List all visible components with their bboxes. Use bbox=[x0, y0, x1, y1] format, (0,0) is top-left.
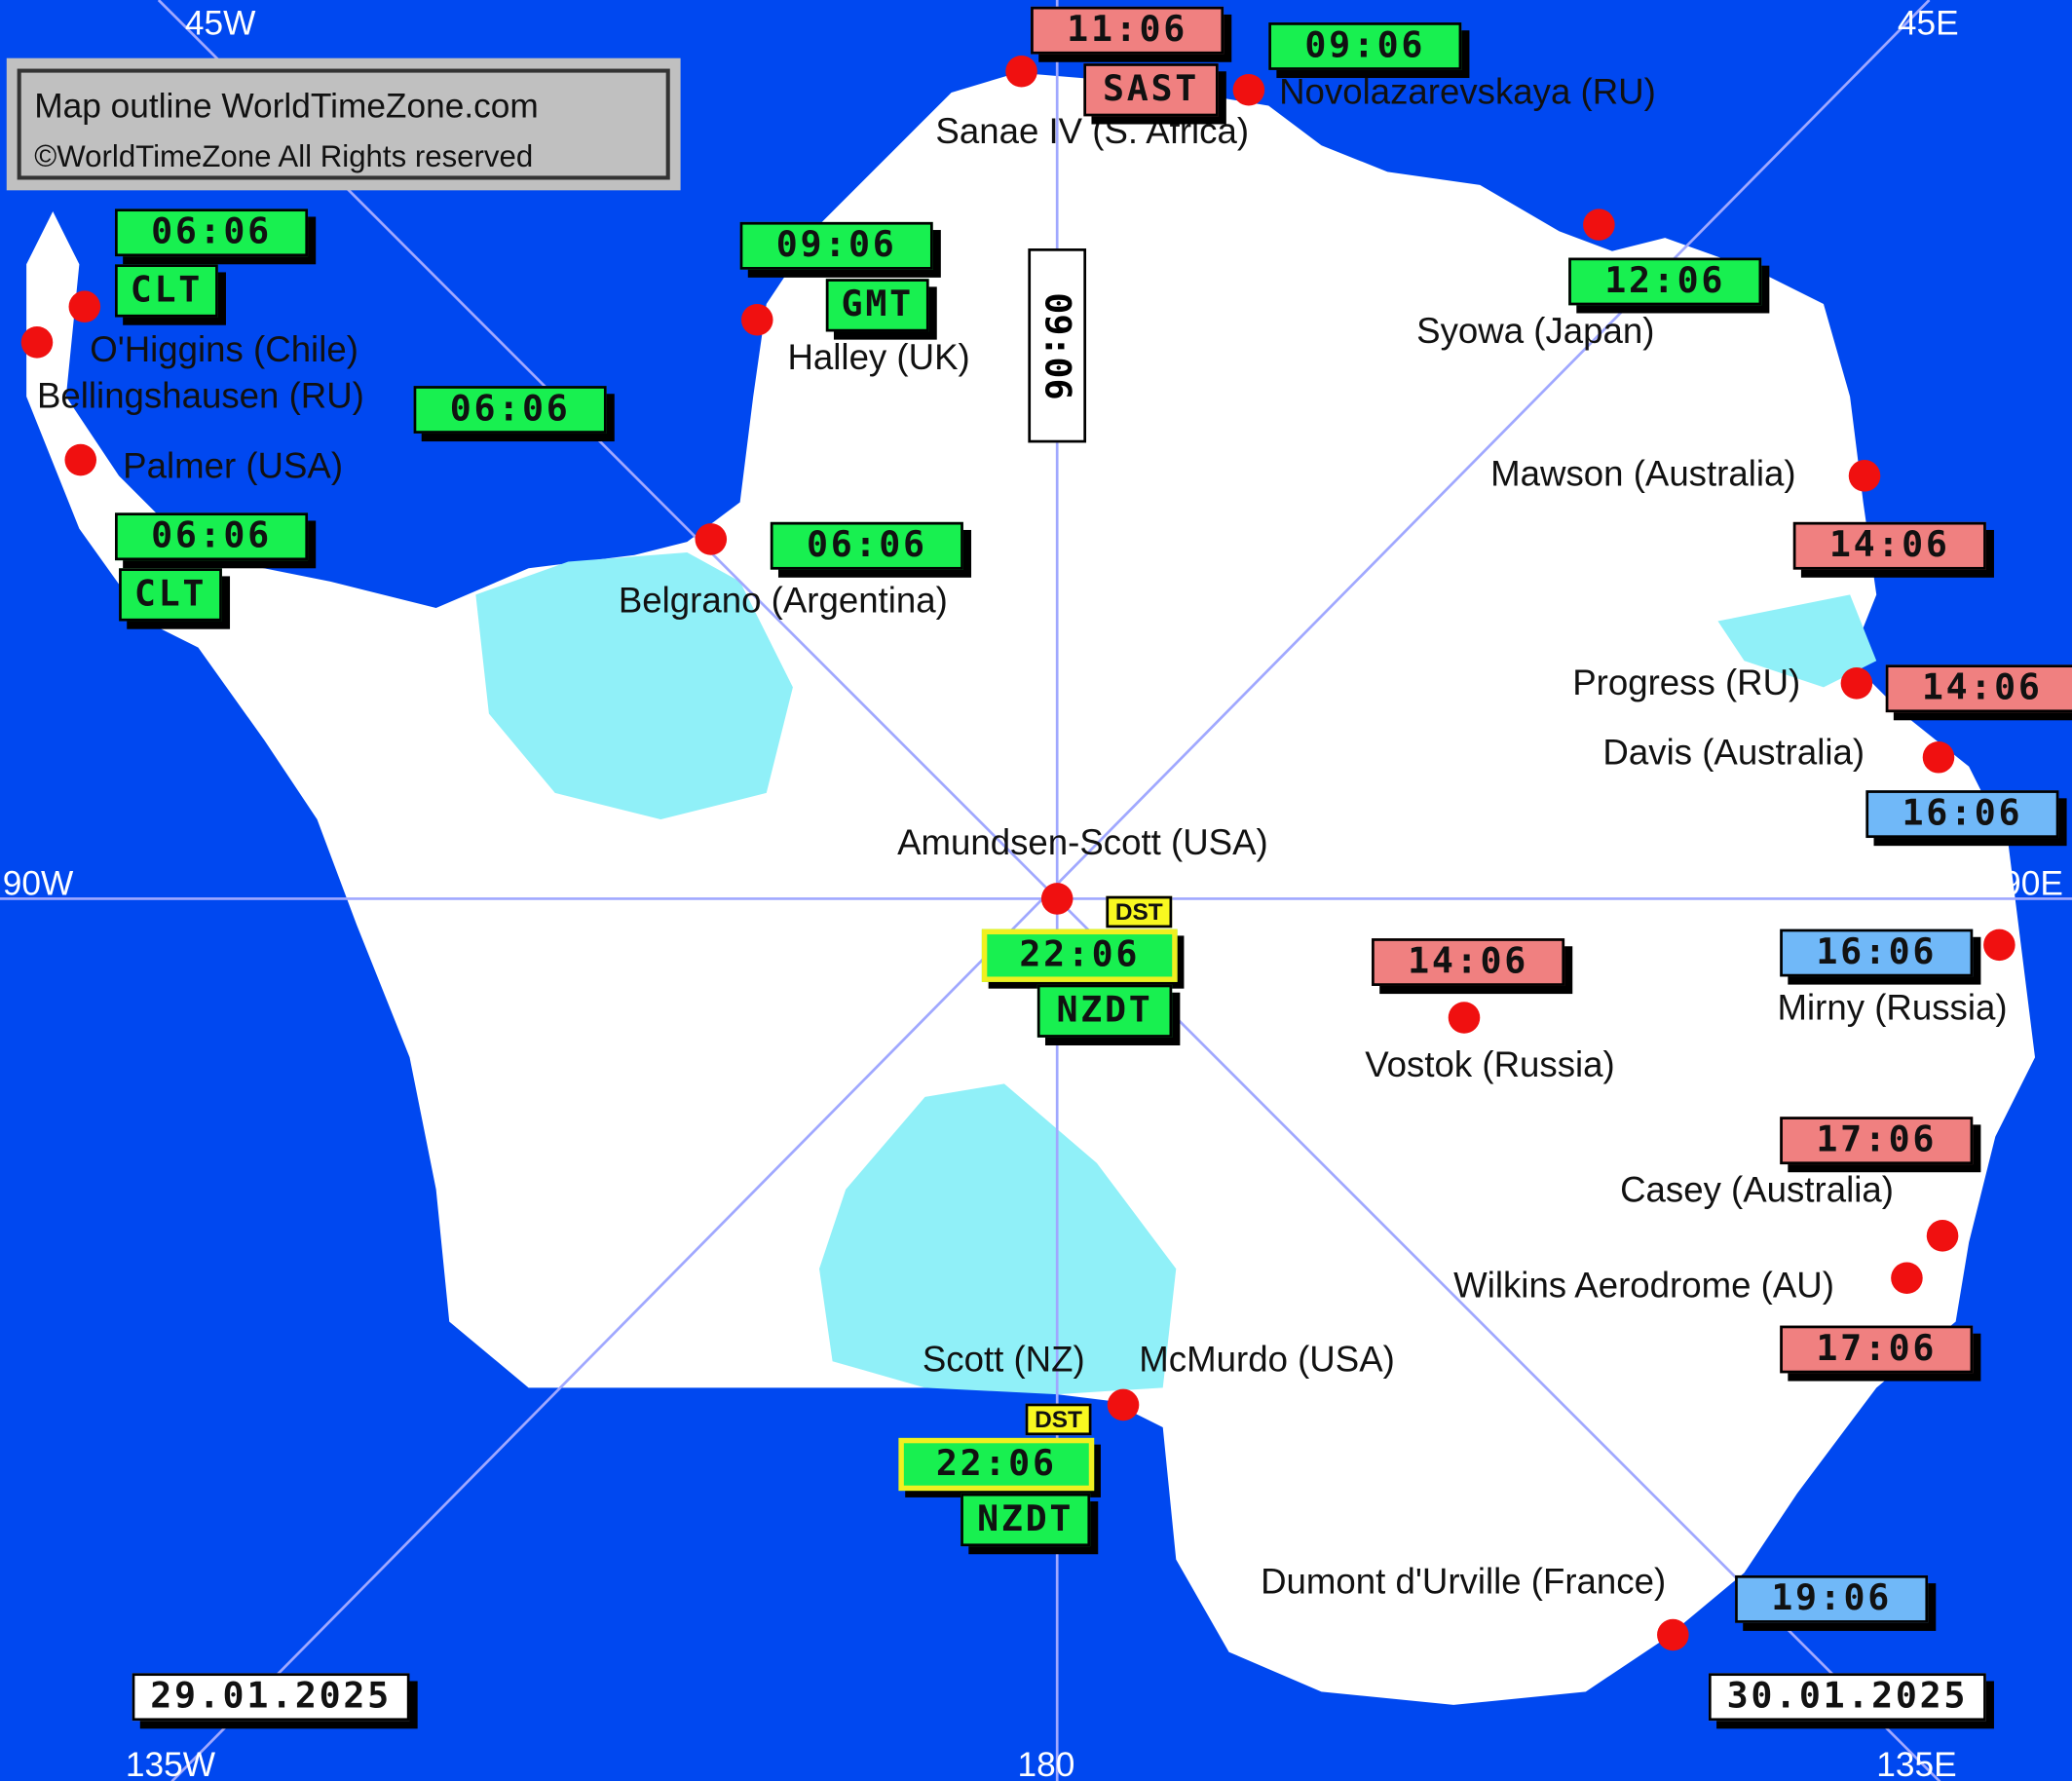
station-label-casey: Casey (Australia) bbox=[1620, 1170, 1894, 1210]
station-label-davis: Davis (Australia) bbox=[1602, 733, 1865, 773]
station-dot-novolazarevskaya[interactable] bbox=[1232, 73, 1265, 106]
label-135e: 135E bbox=[1876, 1744, 1957, 1781]
time-novolazarevskaya: 09:06 bbox=[1268, 22, 1462, 70]
station-label-palmer: Palmer (USA) bbox=[123, 445, 344, 486]
time-palmer: 06:06 bbox=[115, 512, 309, 561]
station-dot-ohiggins[interactable] bbox=[68, 290, 101, 322]
station-dot-palmer[interactable] bbox=[64, 443, 97, 476]
station-label-progress: Progress (RU) bbox=[1572, 663, 1801, 702]
station-dot-bellingshausen[interactable] bbox=[20, 326, 54, 359]
time-mawson: 14:06 bbox=[1792, 521, 1986, 570]
station-label-sanae: Sanae IV (S. Africa) bbox=[935, 111, 1250, 152]
time-dumont: 19:06 bbox=[1735, 1574, 1929, 1623]
zone-palmer: CLT bbox=[119, 568, 222, 622]
label-45w: 45W bbox=[184, 2, 256, 43]
amery-ice-shelf bbox=[1717, 594, 1877, 688]
zone-ohiggins: CLT bbox=[115, 264, 218, 318]
station-dot-halley[interactable] bbox=[740, 303, 773, 336]
copyright-line2: ©WorldTimeZone All Rights reserved bbox=[34, 138, 534, 173]
station-label-mcmurdo: McMurdo (USA) bbox=[1139, 1339, 1395, 1380]
station-label-vostok: Vostok (Russia) bbox=[1365, 1044, 1615, 1085]
station-dot-dumont[interactable] bbox=[1657, 1618, 1689, 1651]
station-label-halley: Halley (UK) bbox=[787, 337, 970, 378]
time-halley: 09:06 bbox=[739, 221, 933, 270]
utc-clock: 09:06 bbox=[1028, 248, 1087, 443]
label-90e: 90E bbox=[2002, 862, 2063, 903]
time-sanae: 11:06 bbox=[1031, 6, 1224, 55]
time-wilkins: 17:06 bbox=[1780, 1325, 1974, 1374]
station-label-ohiggins: O'Higgins (Chile) bbox=[90, 329, 358, 370]
station-dot-syowa[interactable] bbox=[1583, 208, 1615, 241]
station-dot-mawson[interactable] bbox=[1848, 460, 1881, 492]
station-label-wilkins: Wilkins Aerodrome (AU) bbox=[1453, 1265, 1834, 1306]
station-dot-progress[interactable] bbox=[1840, 667, 1873, 700]
station-label-mawson: Mawson (Australia) bbox=[1490, 453, 1796, 494]
station-dot-belgrano[interactable] bbox=[695, 523, 728, 555]
time-ohiggins: 06:06 bbox=[115, 208, 309, 257]
station-label-belgrano: Belgrano (Argentina) bbox=[618, 581, 948, 621]
zone-sanae: SAST bbox=[1083, 63, 1219, 117]
time-progress: 14:06 bbox=[1885, 664, 2072, 713]
ross-ice-shelf bbox=[819, 1083, 1177, 1395]
time-syowa: 12:06 bbox=[1568, 257, 1762, 306]
zone-amundsen: NZDT bbox=[1036, 984, 1173, 1038]
time-vostok: 14:06 bbox=[1372, 938, 1565, 986]
label-135w: 135W bbox=[125, 1744, 216, 1781]
label-45e: 45E bbox=[1897, 2, 1959, 43]
time-amundsen: 22:06 bbox=[981, 928, 1178, 982]
label-90w: 90W bbox=[2, 862, 74, 903]
station-label-amundsen: Amundsen-Scott (USA) bbox=[897, 822, 1268, 863]
station-dot-wilkins[interactable] bbox=[1891, 1262, 1923, 1295]
station-dot-mirny[interactable] bbox=[1983, 928, 2015, 962]
station-dot-vostok[interactable] bbox=[1448, 1002, 1481, 1034]
dst-badge-mcmurdo: DST bbox=[1025, 1403, 1092, 1436]
dst-badge-amundsen: DST bbox=[1106, 895, 1173, 928]
station-label-syowa: Syowa (Japan) bbox=[1416, 311, 1655, 352]
station-dot-mcmurdo[interactable] bbox=[1107, 1388, 1140, 1421]
copyright-box: Map outline WorldTimeZone.com ©WorldTime… bbox=[6, 57, 681, 191]
station-label-scott: Scott (NZ) bbox=[922, 1339, 1085, 1380]
time-belgrano: 06:06 bbox=[770, 521, 963, 570]
utc-clock-time: 09:06 bbox=[1036, 291, 1078, 399]
station-label-bellingshausen: Bellingshausen (RU) bbox=[36, 375, 364, 416]
station-label-mirny: Mirny (Russia) bbox=[1777, 987, 2008, 1028]
station-dot-amundsen[interactable] bbox=[1040, 883, 1074, 915]
station-dot-casey[interactable] bbox=[1926, 1220, 1959, 1252]
weddell-ice-shelf bbox=[475, 552, 793, 820]
date-right: 30.01.2025 bbox=[1708, 1673, 1986, 1722]
copyright-line1: Map outline WorldTimeZone.com bbox=[34, 86, 539, 126]
time-mcmurdo: 22:06 bbox=[898, 1437, 1095, 1492]
station-dot-davis[interactable] bbox=[1922, 740, 1955, 774]
zone-halley: GMT bbox=[825, 279, 929, 332]
station-label-novolazarevskaya: Novolazarevskaya (RU) bbox=[1279, 71, 1656, 112]
station-dot-sanae[interactable] bbox=[1005, 55, 1037, 88]
station-label-dumont: Dumont d'Urville (France) bbox=[1261, 1561, 1667, 1602]
zone-mcmurdo: NZDT bbox=[961, 1493, 1091, 1547]
time-mirny: 16:06 bbox=[1780, 928, 1974, 977]
continent-land bbox=[26, 72, 2036, 1705]
date-left: 29.01.2025 bbox=[132, 1673, 410, 1722]
time-casey: 17:06 bbox=[1780, 1117, 1974, 1165]
label-180: 180 bbox=[1017, 1744, 1075, 1781]
time-bellingshausen: 06:06 bbox=[413, 386, 607, 434]
time-davis: 16:06 bbox=[1865, 790, 2059, 839]
